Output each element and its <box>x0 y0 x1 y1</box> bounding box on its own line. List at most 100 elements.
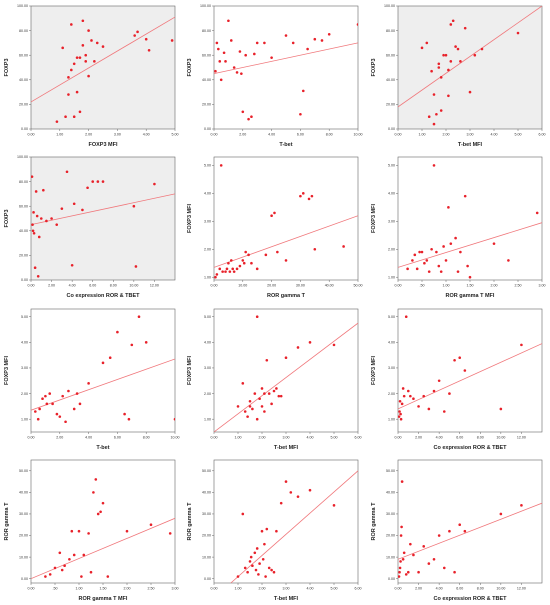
data-point <box>289 490 293 494</box>
data-point <box>420 46 423 50</box>
data-point <box>214 69 218 73</box>
data-point <box>356 23 359 26</box>
data-point <box>240 72 243 75</box>
data-point <box>439 270 443 274</box>
data-point <box>60 568 64 572</box>
data-point <box>58 414 62 418</box>
data-point <box>437 66 440 69</box>
data-point <box>332 343 336 346</box>
data-point <box>452 358 456 362</box>
x-tick-label: 5.00 <box>331 435 338 439</box>
data-point <box>72 202 76 206</box>
y-tick-label: 2.00 <box>388 248 395 252</box>
fit-line <box>397 342 542 409</box>
y-axis-title: FOXP3 MFI <box>371 204 377 234</box>
data-point <box>233 66 236 69</box>
data-point <box>264 574 268 578</box>
data-point <box>244 53 248 57</box>
data-point <box>263 409 266 413</box>
data-point <box>93 60 96 63</box>
data-point <box>398 566 401 569</box>
data-point <box>268 566 271 569</box>
data-point <box>125 529 129 533</box>
y-tick-label: 2.00 <box>204 248 211 252</box>
data-point <box>101 361 105 364</box>
data-point <box>31 223 34 227</box>
y-axis-title: FOXP3 MFI <box>371 355 377 385</box>
data-point <box>272 570 276 574</box>
data-point <box>101 45 105 48</box>
y-tick-label: 5.00 <box>21 314 28 318</box>
data-point <box>78 402 82 405</box>
y-tick-label: 4.00 <box>21 340 28 344</box>
plot-marks <box>31 314 175 423</box>
data-point <box>449 60 452 63</box>
x-tick-label: 0.00 <box>211 435 218 439</box>
data-point <box>302 89 305 93</box>
x-tick-label: 1.00 <box>418 133 425 137</box>
data-point <box>75 90 79 94</box>
data-point <box>63 564 66 567</box>
y-tick-label: 2.00 <box>204 391 211 395</box>
y-tick-label: 10.00 <box>19 555 28 559</box>
data-point <box>68 557 71 561</box>
data-point <box>308 488 312 492</box>
data-point <box>422 544 425 548</box>
plot-area <box>213 459 359 584</box>
y-tick-label: 100.00 <box>384 4 395 8</box>
data-point <box>238 264 242 268</box>
x-tick-label: 3.00 <box>538 284 545 288</box>
x-tick-label: 3.00 <box>466 133 473 137</box>
data-point <box>397 570 401 574</box>
data-point <box>254 568 258 572</box>
plot-area <box>397 459 542 584</box>
data-point <box>32 211 35 214</box>
y-tick-label: 1.00 <box>388 276 395 280</box>
data-point <box>170 39 174 42</box>
x-tick-label: 2.00 <box>259 586 266 590</box>
data-point <box>61 394 64 397</box>
data-point <box>231 267 235 271</box>
y-tick-label: 3.00 <box>388 220 395 224</box>
data-point <box>408 394 412 397</box>
data-point <box>416 570 420 574</box>
data-point <box>411 553 415 556</box>
data-point <box>401 386 405 390</box>
y-tick-label: 3.00 <box>388 366 395 370</box>
data-point <box>32 232 36 235</box>
scatter-plot-svg: 0.00 .50 1.00 1.50 2.00 2.50 3.00 1.00 2.00 3.00 4… <box>371 156 545 299</box>
x-tick-label: 1.00 <box>442 284 449 288</box>
data-point <box>422 394 425 397</box>
data-point <box>236 267 239 271</box>
data-point <box>434 250 438 254</box>
scatter-plot-svg: 0.00 2.00 4.00 6.00 8.00 10.00 0.00 20.00 40.00 6… <box>187 4 363 148</box>
y-axis-title: FOXP3 <box>4 210 10 228</box>
y-tick-label: 20.00 <box>19 103 28 107</box>
data-point <box>256 546 259 550</box>
x-tick-label: 0.00 <box>28 133 35 137</box>
data-point <box>458 60 462 63</box>
data-point <box>401 557 405 561</box>
data-point <box>70 264 74 267</box>
data-point <box>328 32 331 36</box>
data-point <box>89 570 93 574</box>
y-tick-label: 20.00 <box>386 533 395 537</box>
data-point <box>519 343 523 346</box>
plot-marks <box>31 16 175 123</box>
x-tick-label: 6.00 <box>456 586 463 590</box>
scatter-panel-2: 0.00 2.00 4.00 6.00 8.00 10.00 0.00 20.00 40.00 6… <box>183 0 366 151</box>
data-point <box>332 503 336 507</box>
plot-area <box>397 156 542 281</box>
data-point <box>265 358 269 362</box>
data-point <box>463 368 466 372</box>
y-tick-label: 0.00 <box>388 577 395 581</box>
data-point <box>92 490 95 494</box>
x-tick-label: 0.00 <box>394 133 401 137</box>
data-point <box>415 267 419 271</box>
data-point <box>449 23 452 26</box>
data-point <box>400 480 404 483</box>
scatter-panel-8: 0.00 1.00 2.00 3.00 4.00 5.00 6.00 1.00 2.00 3.00… <box>183 303 366 454</box>
data-point <box>72 553 76 556</box>
data-point <box>442 566 446 569</box>
data-point <box>53 566 57 569</box>
